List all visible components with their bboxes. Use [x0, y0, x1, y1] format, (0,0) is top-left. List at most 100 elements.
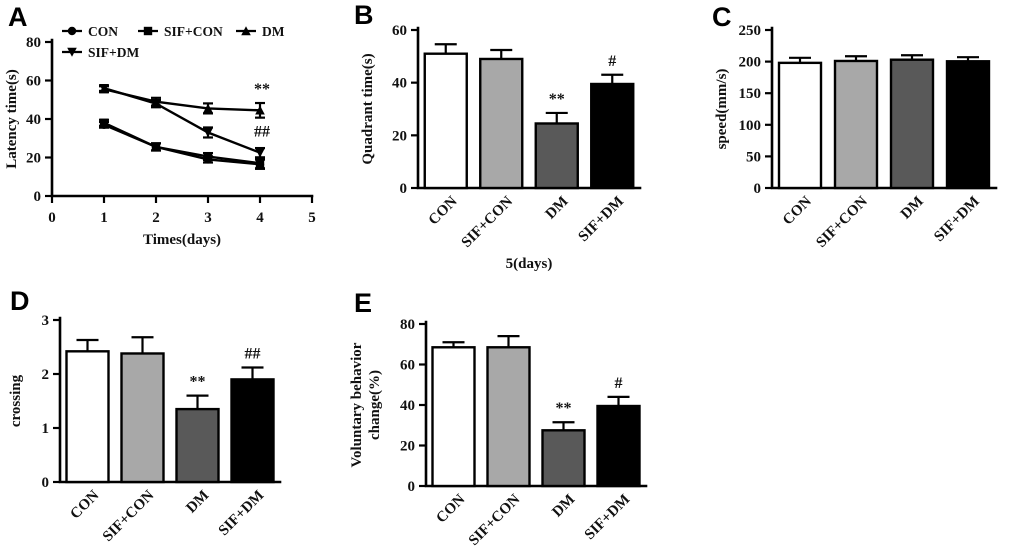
bar-group: CON [431, 341, 476, 526]
significance-annotation: ** [254, 81, 270, 98]
series-dm [99, 84, 265, 119]
y-axis-title: speed(mm/s) [714, 69, 730, 150]
y-tick-label: 200 [739, 55, 762, 71]
marker-triangle-down [203, 128, 213, 138]
y-axis-title-line: Voluntary behavior [349, 342, 365, 467]
bar [945, 60, 991, 190]
category-label: SIF+CON [100, 487, 158, 545]
panel-d: D 0 1 2 3 crossing CON SIF+CON ** DM ## SIF+DM [0, 282, 350, 560]
x-tick-label: 2 [152, 210, 160, 226]
marker-circle [67, 26, 77, 36]
bar-group: # SIF+DM [582, 375, 641, 544]
bar-group: CON [65, 338, 110, 522]
marker-triangle-down [151, 99, 161, 109]
bar [120, 352, 165, 484]
category-label: CON [67, 487, 102, 522]
panel-a-chart: 0 20 40 60 80 0 1 2 3 4 5 Times(days) Latency time(s… [4, 24, 316, 248]
y-tick-label: 20 [400, 439, 415, 455]
marker-square [99, 118, 109, 128]
bar [479, 57, 524, 190]
y-tick-label: 0 [408, 479, 416, 495]
bar-group: ** DM [541, 400, 586, 521]
y-tick-label: 0 [34, 189, 42, 205]
series-sif-dm [99, 84, 265, 159]
category-label: CON [780, 193, 815, 228]
category-label: SIF+DM [576, 194, 628, 246]
y-tick-label: 40 [26, 112, 41, 128]
y-tick-label: 50 [746, 149, 761, 165]
y-tick-label: 80 [400, 317, 415, 333]
significance-annotation: ** [549, 91, 565, 108]
marker-triangle-up [241, 26, 251, 36]
y-tick-label: 0 [754, 181, 762, 197]
significance-annotation: ** [556, 400, 572, 417]
y-tick-label: 40 [400, 398, 415, 414]
bar-group: DM [889, 54, 935, 223]
category-label: DM [543, 194, 572, 223]
y-tick-label: 150 [739, 86, 762, 102]
x-tick-label: 4 [256, 210, 264, 226]
category-label: SIF+CON [466, 491, 524, 549]
legend-label: SIF+DM [88, 45, 139, 60]
y-tick-label: 0 [42, 475, 50, 491]
category-label: DM [183, 488, 212, 517]
significance-annotation: ** [190, 374, 206, 391]
x-axis-title: Times(days) [143, 232, 221, 248]
bar [486, 346, 531, 488]
bar-group: ** DM [534, 91, 579, 223]
y-axis-title: crossing [8, 374, 24, 427]
panel-a: A 0 20 40 60 80 0 1 2 3 4 5 Times(days) Latency time… [0, 0, 340, 265]
bar-group: CON [777, 56, 823, 228]
panel-d-letter: D [10, 286, 30, 316]
y-axis-title: Quadrant time(s) [360, 53, 376, 164]
y-tick-label: 2 [42, 367, 50, 383]
x-tick-label: 1 [100, 210, 108, 226]
bar-group: SIF+CON [813, 55, 879, 251]
category-label: SIF+DM [216, 488, 268, 540]
category-label: SIF+CON [459, 193, 517, 251]
panel-e-letter: E [354, 288, 373, 318]
y-tick-label: 100 [739, 118, 762, 134]
significance-annotation: ## [245, 346, 261, 363]
category-label: SIF+CON [813, 193, 871, 251]
y-axis-title: Latency time(s) [4, 69, 20, 169]
panel-c-letter: C [712, 2, 732, 32]
legend-label: SIF+CON [164, 24, 223, 39]
series-sif-con [99, 118, 265, 170]
bar [889, 58, 935, 190]
bar [534, 122, 579, 190]
bar-group: # SIF+DM [576, 53, 635, 246]
panel-a-plot: 0 20 40 60 80 0 1 2 3 4 5 Times(days) Latency time(s… [4, 24, 316, 248]
panel-b: B 0 20 40 60 Quadrant time(s) CON SIF+CON ** DM #… [340, 0, 700, 280]
bar [596, 404, 641, 488]
x-tick-label: 3 [204, 210, 212, 226]
category-label: SIF+DM [582, 492, 634, 544]
bar-group: CON [423, 43, 468, 228]
marker-square [151, 142, 161, 152]
category-label: CON [433, 491, 468, 526]
marker-triangle-down [99, 84, 109, 93]
marker-triangle-down [255, 148, 265, 158]
category-label: CON [426, 193, 461, 228]
bar [590, 82, 635, 190]
bar [175, 407, 220, 484]
y-tick-label: 3 [42, 313, 50, 329]
category-label: SIF+DM [931, 194, 983, 246]
category-label: DM [898, 194, 927, 223]
marker-triangle-up [255, 105, 265, 115]
significance-annotation: # [608, 53, 616, 70]
y-tick-label: 0 [400, 181, 408, 197]
legend-label: DM [262, 24, 285, 39]
y-tick-label: 20 [26, 151, 41, 167]
y-axis-title-line: change(%) [367, 370, 383, 440]
y-tick-label: 60 [392, 23, 407, 39]
y-tick-label: 60 [26, 74, 41, 90]
panel-c: C 0 50 100 150 200 250 speed(mm/s) CON SIF+CON DM… [700, 0, 1020, 270]
